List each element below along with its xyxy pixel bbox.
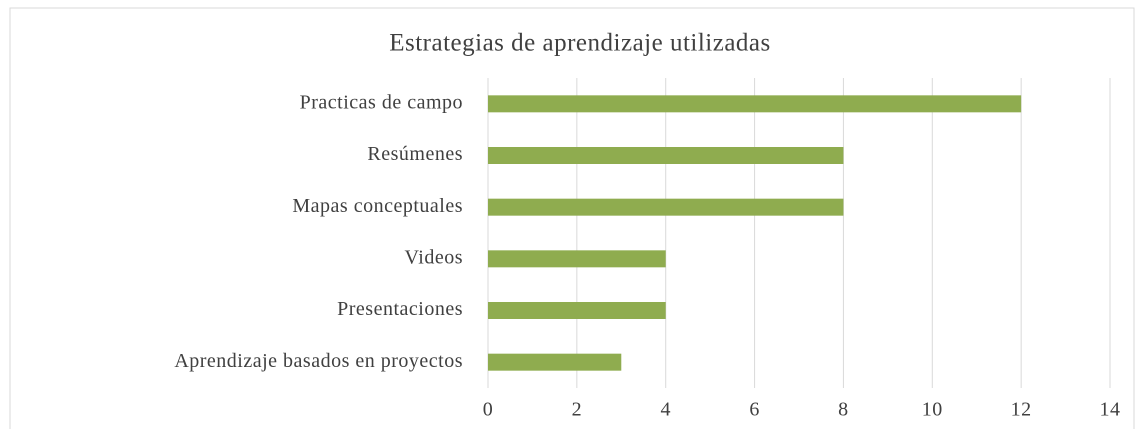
bar bbox=[488, 302, 666, 319]
x-tick-label: 6 bbox=[749, 399, 760, 421]
bar bbox=[488, 95, 1022, 113]
x-tick-label: 0 bbox=[483, 399, 494, 421]
y-tick-label: Videos bbox=[405, 246, 463, 268]
y-tick-label: Aprendizaje basados en proyectos bbox=[174, 350, 463, 372]
x-tick-label: 10 bbox=[922, 399, 943, 421]
x-tick-label: 12 bbox=[1011, 399, 1032, 421]
y-tick-label: Resúmenes bbox=[367, 143, 463, 165]
chart-title: Estrategias de aprendizaje utilizadas bbox=[389, 30, 771, 57]
bar bbox=[488, 250, 666, 268]
bar bbox=[488, 147, 844, 164]
x-tick-label: 2 bbox=[572, 399, 583, 421]
x-tick-label: 14 bbox=[1100, 399, 1121, 421]
bar bbox=[488, 353, 622, 371]
y-tick-label: Practicas de campo bbox=[300, 91, 463, 113]
x-tick-label: 8 bbox=[838, 399, 849, 421]
bar bbox=[488, 198, 844, 216]
y-tick-label: Presentaciones bbox=[337, 298, 463, 320]
y-tick-label: Mapas conceptuales bbox=[292, 195, 463, 217]
x-tick-label: 4 bbox=[660, 399, 671, 421]
